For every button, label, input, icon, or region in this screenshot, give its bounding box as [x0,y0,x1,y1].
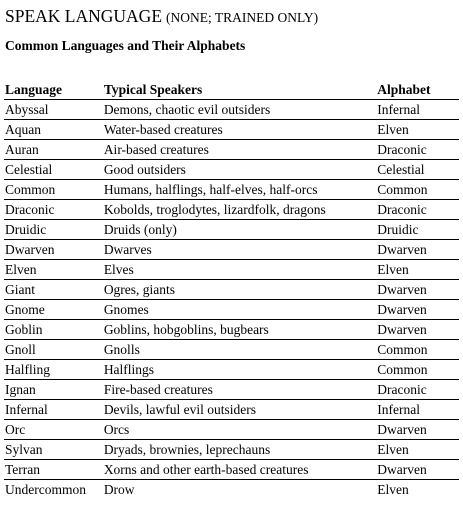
table-cell-alphabet: Infernal [377,399,459,420]
table-row: Elven Elves Elven [4,259,459,280]
table-cell-typical-speakers: Dwarves [103,239,378,260]
section-heading-sub: (NONE; TRAINED ONLY) [166,10,319,25]
table-row: Terran Xorns and other earth-based creatu… [4,459,459,480]
table-row: Auran Air-based creatures Draconic [4,139,459,160]
table-cell-language: Auran [4,139,104,160]
table-cell-language: Infernal [4,399,104,420]
table-cell-alphabet: Draconic [377,139,459,160]
table-cell-alphabet: Elven [377,119,459,140]
table-cell-language: Common [4,179,104,200]
table-cell-alphabet: Druidic [377,219,459,240]
table-cell-alphabet: Dwarven [377,459,459,480]
table-cell-language: Undercommon [5,482,86,497]
table-cell-alphabet: Elven [377,259,459,280]
table-cell-alphabet: Dwarven [377,279,459,300]
table-cell-language: Gnome [4,299,104,320]
table-row: Common Humans, halflings, half-elves, hal… [4,179,459,200]
table-cell-alphabet: Common [377,339,459,360]
languages-table: Language Typical Speakers Alphabet Abyss… [4,80,459,499]
table-cell-typical-speakers: Gnomes [103,299,378,320]
table-cell-typical-speakers: Dryads, brownies, leprechauns [103,439,378,460]
table-cell-language: Terran [4,459,104,480]
table-cell-language: Aquan [4,119,104,140]
table-row: Sylvan Dryads, brownies, leprechauns Elven [4,439,459,460]
table-row: Draconic Kobolds, troglodytes, lizardfolk… [4,199,459,220]
table-cell-typical-speakers: Good outsiders [103,159,378,180]
table-cell-typical-speakers: Water-based creatures [103,119,378,140]
table-cell-typical-speakers: Devils, lawful evil outsiders [103,399,378,420]
table-cell-typical-speakers: Ogres, giants [103,279,378,300]
table-cell-language: Elven [4,259,104,280]
table-cell-language: Celestial [4,159,104,180]
table-body: Abyssal Demons, chaotic evil outsiders Inf… [4,99,459,500]
section-heading: SPEAK LANGUAGE (NONE; TRAINED ONLY) [5,6,318,27]
table-cell-alphabet: Celestial [377,159,459,180]
table-row: Giant Ogres, giants Dwarven [4,279,459,300]
table-cell-language: Halfling [4,359,104,380]
table-title: Common Languages and Their Alphabets [5,38,246,53]
column-header-typical-speakers: Typical Speakers [103,80,378,100]
table-row: Abyssal Demons, chaotic evil outsiders Inf… [4,99,459,120]
table-row: Ignan Fire-based creatures Draconic [4,379,459,400]
table-header-row: Language Typical Speakers Alphabet [4,80,459,100]
table-cell-alphabet: Common [377,359,459,380]
table-cell-typical-speakers: Halflings [103,359,378,380]
table-row: Aquan Water-based creatures Elven [4,119,459,140]
table-cell-typical-speakers: Demons, chaotic evil outsiders [103,99,378,120]
table-row: Orc Orcs Dwarven [4,419,459,440]
table-cell-alphabet: Dwarven [377,239,459,260]
table-cell-typical-speakers: Druids (only) [103,219,378,240]
section-heading-main: SPEAK LANGUAGE [5,6,163,26]
table-row: Gnome Gnomes Dwarven [4,299,459,320]
table-cell-alphabet: Infernal [377,99,459,120]
table-cell-typical-speakers: Xorns and other earth-based creatures [103,459,378,480]
table-row: Halfling Halflings Common [4,359,459,380]
table-cell-alphabet: Draconic [377,199,459,220]
table-cell-language: Goblin [4,319,104,340]
table-cell-typical-speakers: Kobolds, troglodytes, lizardfolk, dragon… [103,199,378,220]
table-cell-alphabet: Elven [377,439,459,460]
table-cell-language: Orc [4,419,104,440]
table-cell-language: Gnoll [4,339,104,360]
table-cell-language: Ignan [4,379,104,400]
table-cell-language: Sylvan [4,439,104,460]
table-cell-language: Giant [4,279,104,300]
table-row: Goblin Goblins, hobgoblins, bugbears Dwarv… [4,319,459,340]
table-cell-typical-speakers: Goblins, hobgoblins, bugbears [103,319,378,340]
table-cell-typical-speakers: Drow [103,482,135,497]
table-row: Celestial Good outsiders Celestial [4,159,459,180]
table-cell-typical-speakers: Fire-based creatures [103,379,378,400]
table-cell-language: Draconic [4,199,104,220]
table-row: Undercommon Drow Elven [4,480,459,500]
table-cell-typical-speakers: Air-based creatures [103,139,378,160]
table-cell-typical-speakers: Humans, halflings, half-elves, half-orcs [103,179,378,200]
table-cell-language: Druidic [4,219,104,240]
table-cell-language: Dwarven [4,239,104,260]
table-cell-alphabet: Dwarven [377,319,459,340]
table-cell-alphabet: Dwarven [377,299,459,320]
table-cell-alphabet: Draconic [377,379,459,400]
column-header-alphabet: Alphabet [377,80,459,100]
table-cell-typical-speakers: Gnolls [103,339,378,360]
table-row: Gnoll Gnolls Common [4,339,459,360]
table-row: Dwarven Dwarves Dwarven [4,239,459,260]
table-row: Druidic Druids (only) Druidic [4,219,459,240]
table-cell-alphabet: Dwarven [377,419,459,440]
table-row: Infernal Devils, lawful evil outsiders Inf… [4,399,459,420]
table-cell-alphabet: Common [377,179,459,200]
table-cell-alphabet: Elven [377,482,409,497]
column-header-language: Language [4,80,104,100]
table-cell-typical-speakers: Elves [103,259,378,280]
table-cell-language: Abyssal [4,99,104,120]
table-cell-typical-speakers: Orcs [103,419,378,440]
